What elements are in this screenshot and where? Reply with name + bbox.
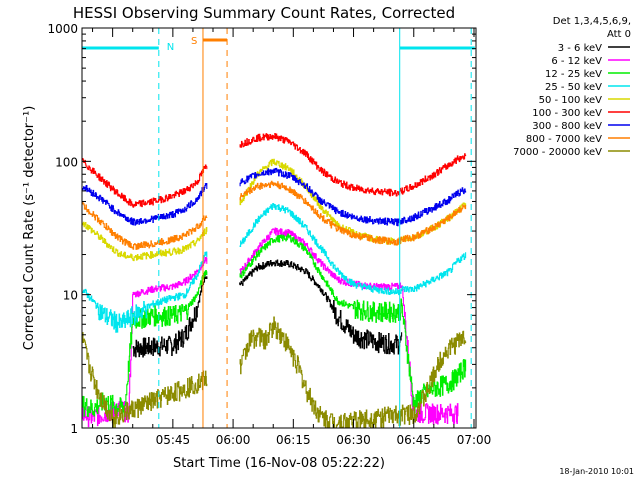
x-tick-label-3: 06:15 bbox=[276, 433, 311, 447]
axes: 1 10 100 1000 05:30 05:45 06:00 06:15 06:30 06:45… bbox=[47, 22, 491, 447]
series-line-6-0 bbox=[82, 182, 208, 226]
y-tick-label-1: 10 bbox=[63, 289, 78, 303]
legend-entry-label-6: 300 - 800 keV bbox=[532, 121, 602, 132]
saa-label: S bbox=[191, 36, 197, 47]
series-group bbox=[82, 132, 467, 428]
legend-entry-label-4: 50 - 100 keV bbox=[539, 95, 603, 106]
y-tick-label-2: 100 bbox=[55, 155, 78, 169]
footer-timestamp: 18-Jan-2010 10:01 bbox=[559, 467, 634, 476]
legend-header-attenuator: Att 0 bbox=[607, 29, 631, 40]
series-line-1-1 bbox=[239, 227, 459, 425]
y-axis-label: Corrected Count Rate (s⁻¹ detector⁻¹) bbox=[22, 106, 37, 351]
plot-area: NS bbox=[82, 28, 475, 428]
series-line-1-0 bbox=[82, 256, 208, 428]
series-line-0-1 bbox=[239, 259, 403, 355]
series-line-4-0 bbox=[82, 221, 208, 262]
series-line-3-0 bbox=[82, 251, 208, 333]
x-tick-label-2: 06:00 bbox=[216, 433, 251, 447]
x-tick-label-5: 06:45 bbox=[396, 433, 431, 447]
series-line-0-0 bbox=[132, 273, 208, 358]
legend-entry-label-8: 7000 - 20000 keV bbox=[513, 147, 602, 158]
x-axis-label: Start Time (16-Nov-08 05:22:22) bbox=[173, 456, 385, 471]
chart-title: HESSI Observing Summary Count Rates, Cor… bbox=[73, 4, 455, 22]
series-line-2-1 bbox=[239, 233, 467, 414]
series-line-7-0 bbox=[82, 201, 208, 250]
night-label: N bbox=[167, 42, 174, 53]
series-line-6-1 bbox=[239, 167, 467, 227]
legend-entry-label-5: 100 - 300 keV bbox=[532, 108, 602, 119]
legend: Det 1,3,4,5,6,9, Att 0 3 - 6 keV 6 - 12 keV… bbox=[513, 16, 631, 158]
legend-entry-label-7: 800 - 7000 keV bbox=[526, 134, 602, 145]
series-line-7-1 bbox=[239, 180, 467, 246]
legend-entry-label-1: 6 - 12 keV bbox=[551, 56, 602, 67]
legend-header-detectors: Det 1,3,4,5,6,9, bbox=[553, 16, 631, 27]
series-line-5-1 bbox=[239, 132, 467, 197]
legend-entry-label-0: 3 - 6 keV bbox=[558, 43, 602, 54]
x-tick-label-0: 05:30 bbox=[95, 433, 130, 447]
x-tick-label-4: 06:30 bbox=[336, 433, 371, 447]
y-tick-label-3: 1000 bbox=[47, 22, 78, 36]
legend-entry-label-2: 12 - 25 keV bbox=[545, 69, 602, 80]
x-tick-label-1: 05:45 bbox=[156, 433, 191, 447]
series-line-5-0 bbox=[82, 158, 208, 208]
series-line-8-0 bbox=[82, 332, 208, 428]
series-line-3-1 bbox=[239, 203, 467, 296]
x-tick-label-6: 07:00 bbox=[457, 433, 492, 447]
y-tick-label-0: 1 bbox=[70, 422, 78, 436]
plot-frame bbox=[81, 27, 477, 429]
legend-entry-label-3: 25 - 50 keV bbox=[545, 82, 602, 93]
